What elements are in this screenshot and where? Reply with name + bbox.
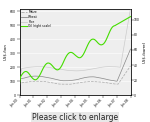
Y-axis label: US$./ton: US$./ton bbox=[3, 43, 7, 60]
Text: Please click to enlarge: Please click to enlarge bbox=[32, 113, 118, 122]
Y-axis label: US$./barrel: US$./barrel bbox=[143, 41, 147, 63]
Legend: Maize, Wheat, Rice, Oil (right scale): Maize, Wheat, Rice, Oil (right scale) bbox=[20, 10, 52, 29]
